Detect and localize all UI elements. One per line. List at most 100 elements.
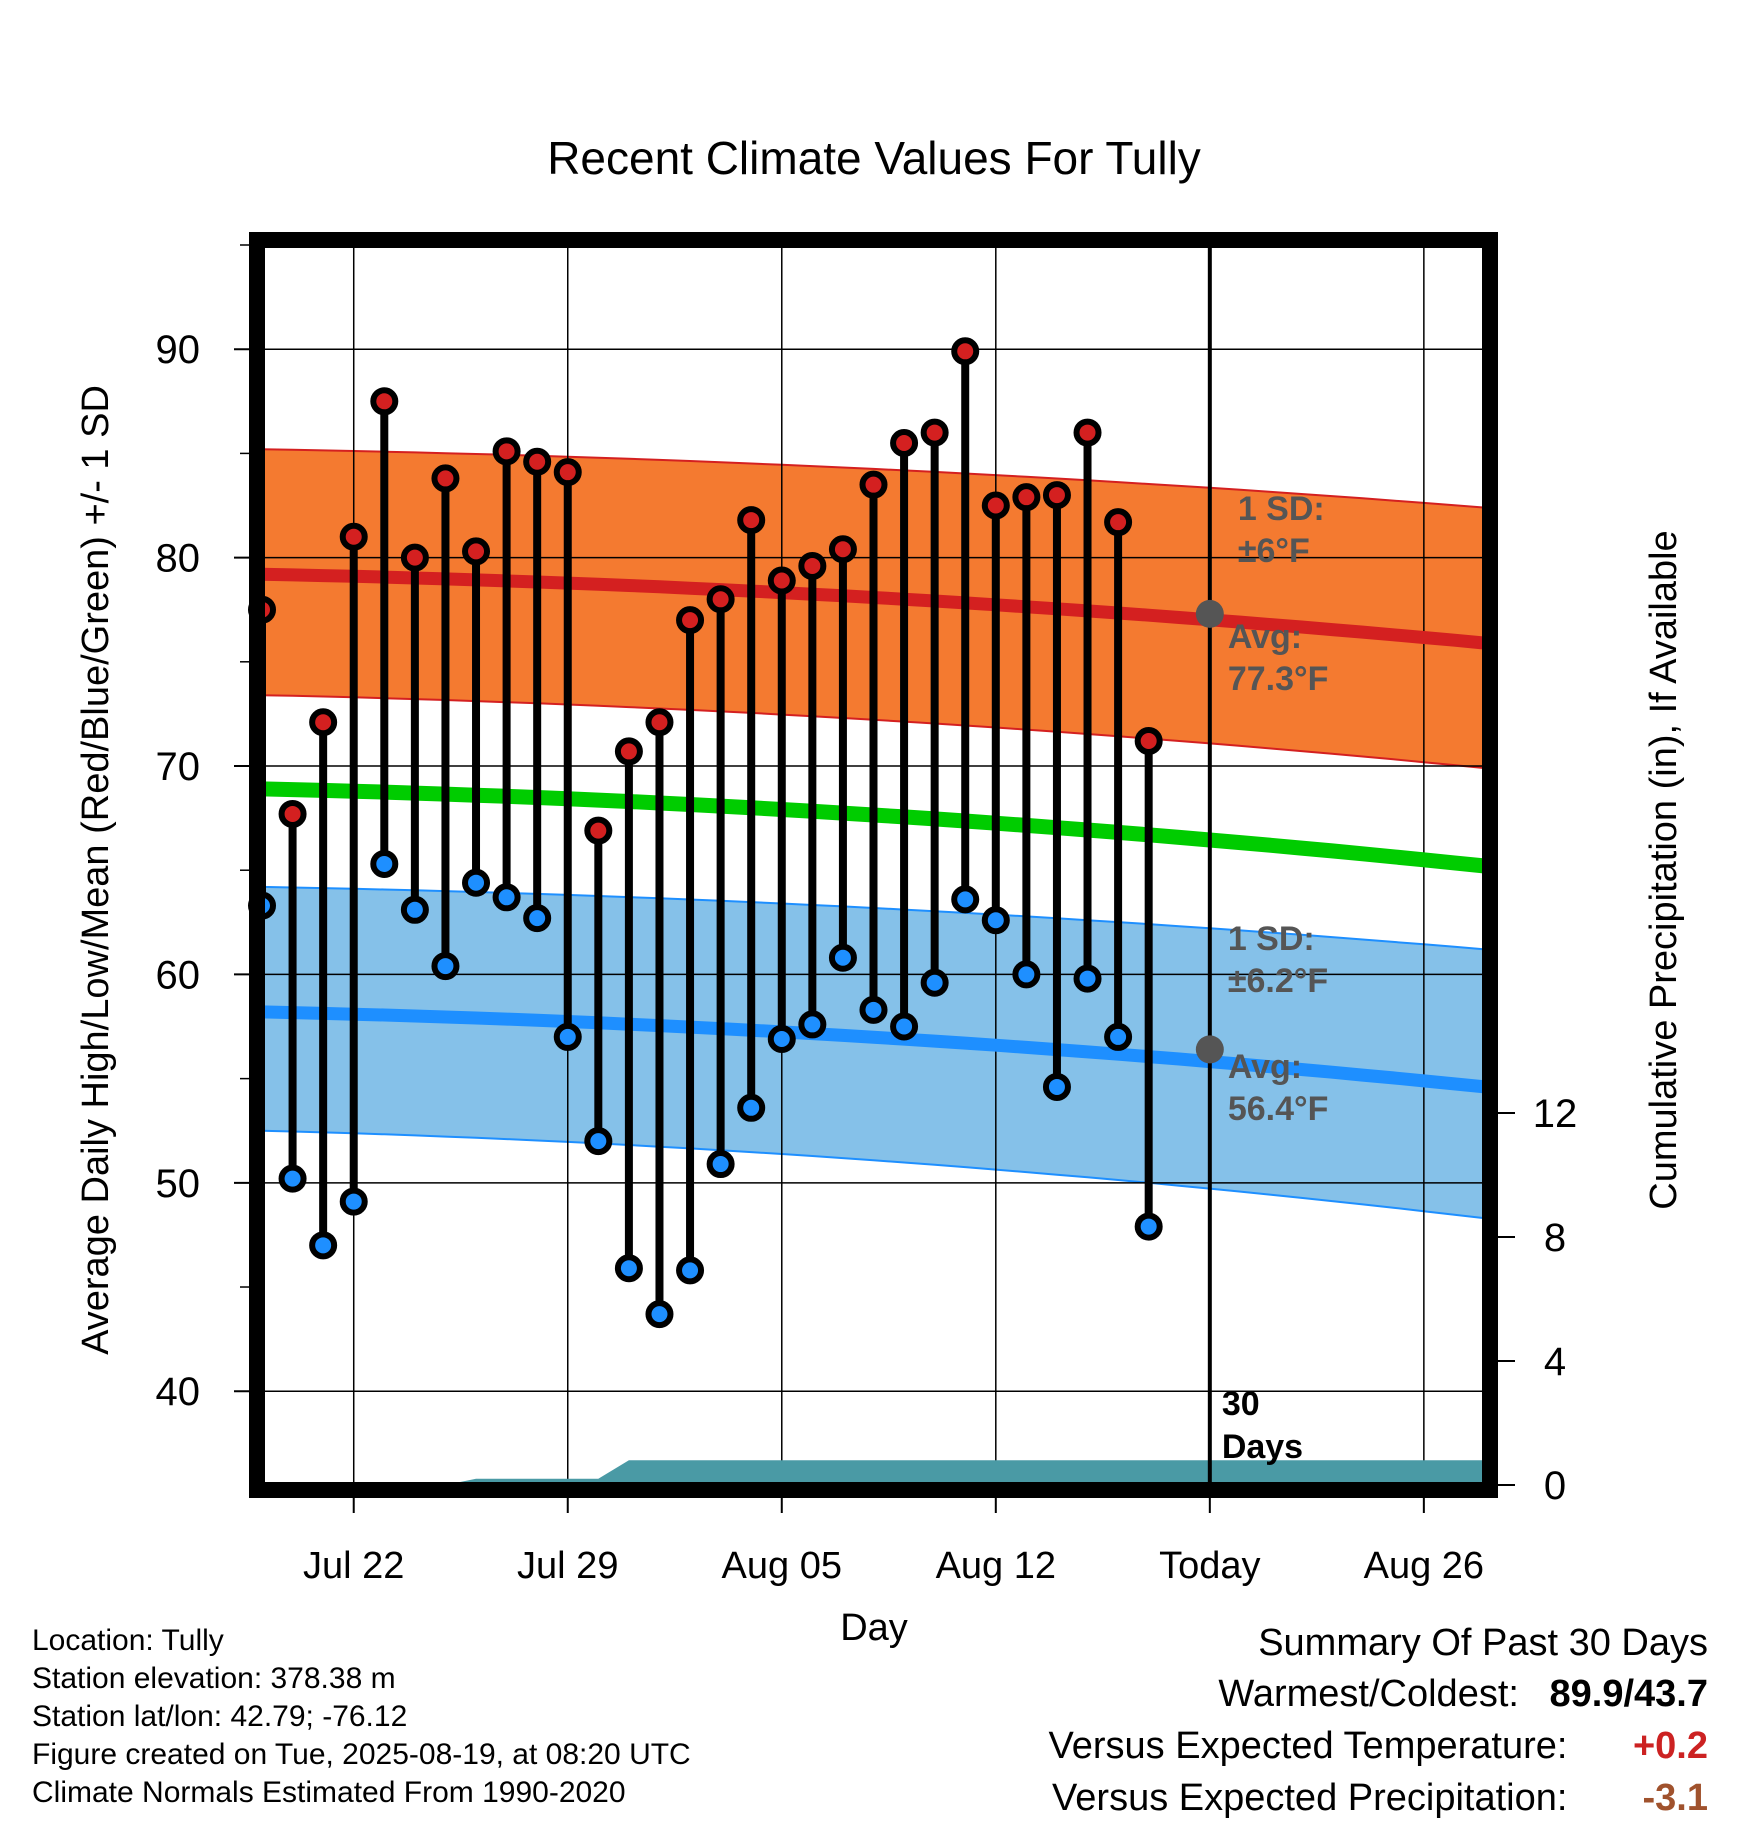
low-point	[737, 1093, 766, 1122]
today-days-number: 30	[1222, 1385, 1260, 1423]
high-point	[920, 418, 949, 447]
high-point	[278, 799, 307, 828]
low-point	[798, 1010, 827, 1039]
summary-title: Summary Of Past 30 Days	[1258, 1622, 1708, 1664]
low-point	[553, 1022, 582, 1051]
chart-title: Recent Climate Values For Tully	[547, 132, 1201, 184]
high-avg-marker	[1195, 599, 1224, 628]
x-axis-label: Day	[840, 1607, 908, 1649]
low-point	[462, 868, 491, 897]
low-point	[1073, 964, 1102, 993]
low-point	[828, 943, 857, 972]
low-point	[492, 883, 521, 912]
low-point	[1134, 1212, 1163, 1241]
high-point	[1073, 418, 1102, 447]
meta-location: Location: Tully	[32, 1624, 224, 1657]
high-point	[431, 464, 460, 493]
high-point	[339, 522, 368, 551]
summary-precip: Versus Expected Precipitation: -3.1	[1049, 1772, 1708, 1824]
temp-label: Versus Expected Temperature:	[1048, 1725, 1568, 1767]
high-point	[1134, 727, 1163, 755]
precip-area	[445, 1460, 1486, 1485]
high-point	[614, 737, 643, 766]
low-point	[584, 1127, 613, 1156]
y-right-tick-label: 8	[1544, 1216, 1566, 1260]
metadata-block: Location: Tully Station elevation: 378.3…	[32, 1622, 691, 1812]
y-axis-right-label: Cumulative Precipitation (in), If Availa…	[1643, 530, 1685, 1209]
high-point	[645, 708, 674, 737]
low-point	[1012, 960, 1041, 989]
low-point	[920, 968, 949, 997]
x-tick-label: Aug 05	[722, 1545, 842, 1587]
low-avg-value: 56.4°F	[1228, 1090, 1329, 1128]
temp-value: +0.2	[1632, 1725, 1708, 1767]
y-tick-label: 50	[156, 1162, 201, 1206]
low-point	[981, 906, 1010, 935]
y-axis-label: Average Daily High/Low/Mean (Red/Blue/Gr…	[75, 385, 117, 1355]
low-normal-line	[261, 1005, 1486, 1094]
high-point	[370, 387, 399, 416]
high-point	[981, 491, 1010, 520]
meta-latlon: Station lat/lon: 42.79; -76.12	[32, 1700, 408, 1733]
high-point	[859, 470, 888, 499]
high-point	[523, 447, 552, 476]
low-point	[890, 1012, 919, 1041]
low-point	[767, 1025, 796, 1054]
high-point	[584, 816, 613, 845]
y-tick-label: 80	[156, 537, 201, 581]
low-point	[614, 1254, 643, 1283]
y-tick-label: 40	[156, 1370, 201, 1414]
high-sd-value: ±6°F	[1238, 532, 1310, 570]
low-point	[431, 952, 460, 981]
low-point	[859, 995, 888, 1024]
y-tick-label: 60	[156, 953, 201, 997]
high-point	[890, 428, 919, 457]
high-point	[951, 337, 980, 366]
high-point	[737, 506, 766, 535]
plot-frame	[249, 232, 1498, 1498]
y-tick-label: 90	[156, 328, 201, 372]
low-point	[1042, 1072, 1071, 1101]
high-point	[828, 535, 857, 564]
low-point	[645, 1300, 674, 1329]
high-point	[1042, 481, 1071, 510]
low-point	[278, 1164, 307, 1193]
high-point	[309, 708, 338, 737]
summary-warm-cold: Warmest/Coldest: 89.9/43.7	[1049, 1668, 1708, 1720]
low-point	[370, 849, 399, 878]
low-point	[676, 1256, 705, 1285]
low-sd-value: ±6.2°F	[1228, 962, 1328, 1000]
high-point	[462, 537, 491, 566]
low-sd-label: 1 SD:	[1228, 920, 1315, 958]
low-point	[309, 1231, 338, 1260]
low-avg-marker	[1195, 1035, 1224, 1064]
x-tick-label: Today	[1159, 1545, 1260, 1587]
low-point	[951, 885, 980, 914]
summary-temp: Versus Expected Temperature: +0.2	[1049, 1720, 1708, 1772]
high-sd-band-upper-edge	[261, 448, 1486, 509]
summary-block: Summary Of Past 30 Days Warmest/Coldest:…	[1049, 1618, 1708, 1824]
x-tick-label: Aug 12	[936, 1545, 1056, 1587]
high-avg-label: Avg:	[1228, 618, 1302, 656]
high-sd-label: 1 SD:	[1238, 490, 1325, 528]
high-point	[1104, 508, 1133, 537]
precip-value: -3.1	[1642, 1777, 1708, 1819]
x-tick-label: Jul 29	[517, 1545, 618, 1587]
x-tick-label: Jul 22	[303, 1545, 404, 1587]
high-point	[492, 437, 521, 466]
high-point	[1012, 483, 1041, 512]
meta-created: Figure created on Tue, 2025-08-19, at 08…	[32, 1738, 691, 1771]
warm-cold-value: 89.9/43.7	[1549, 1673, 1708, 1715]
y-tick-label: 70	[156, 745, 201, 789]
low-point	[523, 904, 552, 933]
high-point	[798, 551, 827, 580]
y-right-tick-label: 4	[1544, 1340, 1566, 1384]
low-point	[400, 895, 429, 924]
y-right-tick-label: 0	[1544, 1464, 1566, 1508]
x-tick-label: Aug 26	[1364, 1545, 1484, 1587]
today-days-word: Days	[1222, 1428, 1303, 1466]
high-point	[676, 606, 705, 635]
low-point	[339, 1187, 368, 1216]
low-point	[1104, 1022, 1133, 1051]
